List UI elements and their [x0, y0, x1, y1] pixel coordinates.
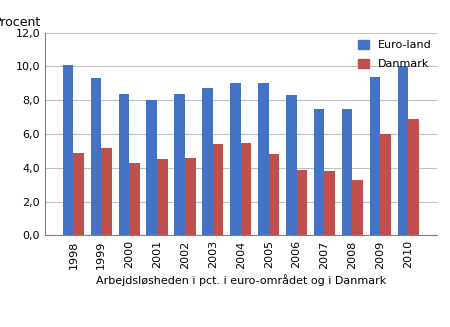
- Bar: [157, 159, 168, 235]
- Bar: [342, 109, 352, 235]
- Bar: [408, 119, 419, 235]
- Bar: [119, 94, 129, 235]
- Bar: [73, 153, 84, 235]
- Bar: [324, 171, 335, 235]
- Bar: [63, 65, 73, 235]
- Bar: [185, 158, 196, 235]
- Legend: Euro-land, Danmark: Euro-land, Danmark: [355, 36, 435, 73]
- Bar: [213, 144, 224, 235]
- Bar: [241, 143, 252, 235]
- Bar: [230, 83, 241, 235]
- Text: Procent: Procent: [0, 16, 41, 29]
- Bar: [174, 94, 185, 235]
- X-axis label: Arbejdsløsheden i pct. i euro-området og i Danmark: Arbejdsløsheden i pct. i euro-området og…: [95, 274, 386, 286]
- Bar: [101, 147, 112, 235]
- Bar: [352, 180, 363, 235]
- Bar: [369, 77, 380, 235]
- Bar: [286, 95, 297, 235]
- Bar: [314, 109, 324, 235]
- Bar: [297, 169, 307, 235]
- Bar: [129, 163, 140, 235]
- Bar: [397, 66, 408, 235]
- Bar: [202, 89, 213, 235]
- Bar: [269, 154, 279, 235]
- Bar: [258, 83, 269, 235]
- Bar: [146, 100, 157, 235]
- Bar: [91, 78, 101, 235]
- Bar: [380, 134, 391, 235]
